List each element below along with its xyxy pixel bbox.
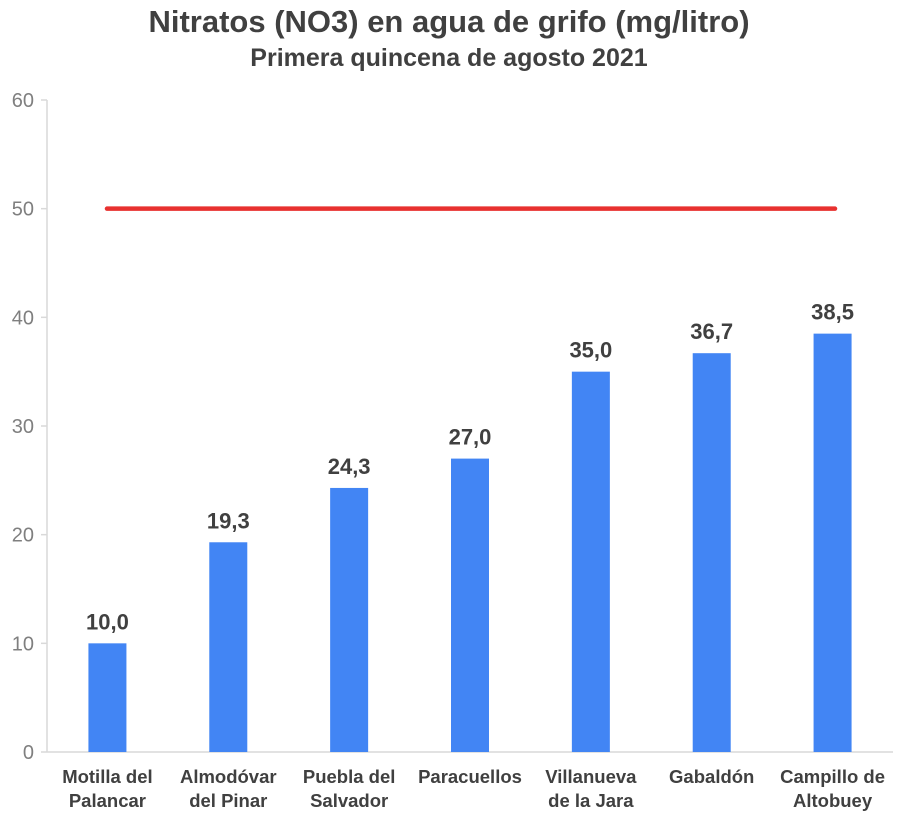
bar: [330, 487, 369, 752]
category-label: Puebla del: [303, 766, 396, 787]
y-tick-label: 30: [12, 416, 34, 438]
y-tick-label: 60: [12, 90, 34, 112]
data-label: 24,3: [328, 454, 371, 479]
bar: [88, 643, 127, 752]
category-label: de la Jara: [548, 790, 634, 811]
bar: [571, 371, 610, 752]
y-tick-label: 20: [12, 525, 34, 547]
category-label: Gabaldón: [669, 766, 754, 787]
category-label: Salvador: [310, 790, 388, 811]
chart-title: Nitratos (NO3) en agua de grifo (mg/litr…: [148, 4, 750, 39]
y-tick-label: 50: [12, 199, 34, 221]
y-tick-label: 40: [12, 307, 34, 329]
data-label: 36,7: [690, 319, 733, 344]
y-tick-label: 0: [23, 742, 34, 764]
data-label: 38,5: [811, 300, 854, 325]
category-label: Altobuey: [793, 790, 873, 811]
y-tick-label: 10: [12, 633, 34, 655]
bar: [692, 353, 731, 752]
category-label: Palancar: [69, 790, 146, 811]
category-label: Almodóvar: [180, 766, 277, 787]
data-label: 35,0: [569, 338, 612, 363]
bar: [209, 542, 248, 752]
chart-subtitle: Primera quincena de agosto 2021: [250, 44, 648, 72]
category-label: Paracuellos: [418, 766, 522, 787]
category-label: Villanueva: [545, 766, 637, 787]
category-label: Motilla del: [62, 766, 152, 787]
category-label: del Pinar: [189, 790, 267, 811]
bar: [451, 458, 489, 752]
bar: [813, 333, 852, 752]
data-label: 27,0: [449, 425, 492, 450]
data-label: 19,3: [207, 508, 250, 533]
category-label: Campillo de: [780, 766, 885, 787]
data-label: 10,0: [86, 609, 129, 634]
